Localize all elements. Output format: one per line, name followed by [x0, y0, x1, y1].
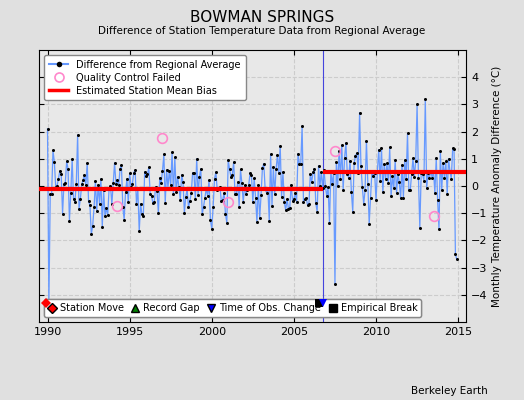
Y-axis label: Monthly Temperature Anomaly Difference (°C): Monthly Temperature Anomaly Difference (…: [492, 65, 502, 307]
Legend: Station Move, Record Gap, Time of Obs. Change, Empirical Break: Station Move, Record Gap, Time of Obs. C…: [44, 299, 421, 317]
Text: BOWMAN SPRINGS: BOWMAN SPRINGS: [190, 10, 334, 25]
Text: Berkeley Earth: Berkeley Earth: [411, 386, 487, 396]
Text: Difference of Station Temperature Data from Regional Average: Difference of Station Temperature Data f…: [99, 26, 425, 36]
